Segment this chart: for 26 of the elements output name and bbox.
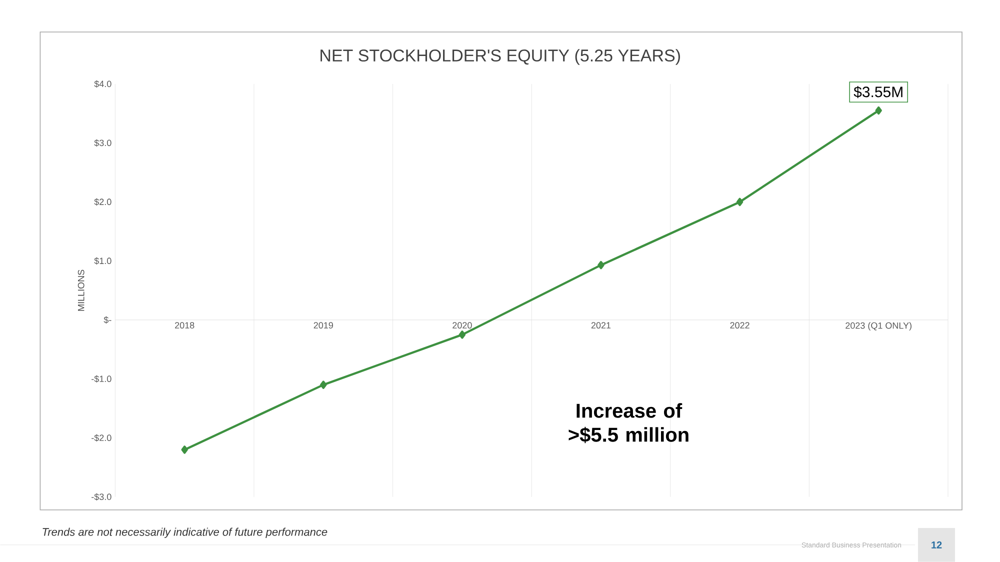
point bbox=[458, 330, 466, 339]
y-tick-label: -$2.0 bbox=[92, 434, 112, 442]
y-tick-label: $3.0 bbox=[94, 139, 112, 147]
y-tick-label: $1.0 bbox=[94, 257, 112, 265]
annotation: $3.55M bbox=[854, 86, 902, 98]
annotation: Increase of >$5.5 million bbox=[568, 403, 688, 444]
text: Trends are not necessarily indicative of future performance bbox=[42, 528, 328, 538]
y-tick-label: -$1.0 bbox=[92, 375, 112, 383]
point bbox=[736, 198, 744, 206]
y-tick-label: $- bbox=[104, 316, 112, 324]
chart-title: NET STOCKHOLDER'S EQUITY (5.25 YEARS) bbox=[320, 49, 680, 65]
x-tick-label: 2020 bbox=[452, 322, 472, 329]
point bbox=[320, 380, 327, 389]
point bbox=[598, 261, 604, 270]
y-tick-label: -$3.0 bbox=[92, 493, 112, 501]
y-tick-label: $2.0 bbox=[94, 198, 112, 206]
y-axis-title: MILLIONS bbox=[78, 270, 84, 311]
text: 12 bbox=[932, 541, 942, 548]
x-tick-label: 2021 bbox=[591, 322, 611, 329]
x-tick-label: 2019 bbox=[314, 322, 333, 329]
point bbox=[875, 106, 882, 115]
y-tick-label: $4.0 bbox=[94, 80, 112, 88]
x-tick-label: 2022 bbox=[730, 322, 750, 329]
x-tick-label: 2023 (Q1 ONLY) bbox=[846, 322, 912, 331]
point bbox=[181, 446, 188, 454]
x-tick-label: 2018 bbox=[175, 322, 194, 329]
